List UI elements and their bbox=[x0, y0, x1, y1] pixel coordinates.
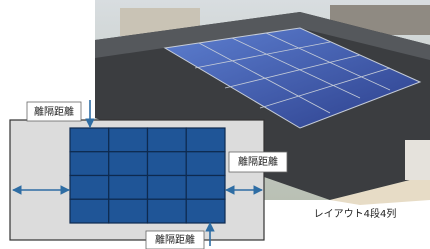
solar-panel bbox=[109, 128, 148, 152]
solar-panel bbox=[70, 199, 109, 223]
solar-panel bbox=[148, 176, 187, 200]
label: 離隔距離 bbox=[34, 105, 74, 118]
diagram: 離隔距離 離隔距離 離隔距離 レイアウト4段4列 bbox=[0, 0, 430, 249]
solar-panel bbox=[109, 199, 148, 223]
solar-panel bbox=[109, 176, 148, 200]
solar-panel bbox=[148, 199, 187, 223]
solar-panel bbox=[186, 152, 225, 176]
solar-panel bbox=[109, 152, 148, 176]
solar-panel bbox=[148, 128, 187, 152]
solar-panel bbox=[186, 176, 225, 200]
solar-panel bbox=[186, 199, 225, 223]
label: 離隔距離 bbox=[238, 155, 278, 168]
solar-panel bbox=[70, 152, 109, 176]
solar-panel bbox=[70, 128, 109, 152]
panel-grid bbox=[70, 128, 225, 223]
caption: レイアウト4段4列 bbox=[314, 207, 397, 220]
solar-panel bbox=[70, 176, 109, 200]
label: 離隔距離 bbox=[155, 233, 195, 246]
solar-panel bbox=[186, 128, 225, 152]
solar-panel bbox=[148, 152, 187, 176]
